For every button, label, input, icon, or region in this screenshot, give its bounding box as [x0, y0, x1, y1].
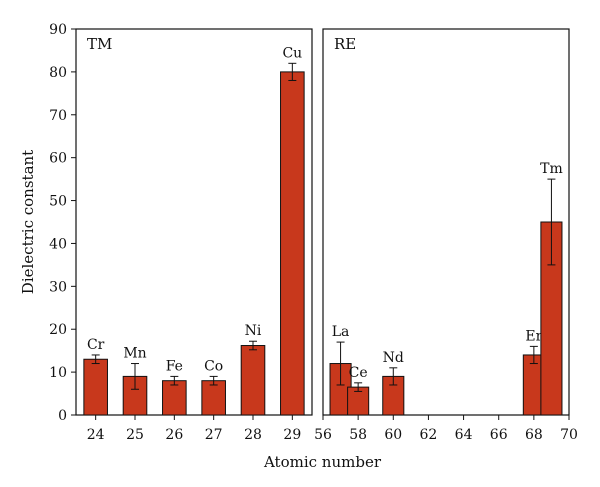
y-tick-label: 30 — [49, 279, 67, 295]
x-tick-label: 56 — [314, 427, 332, 443]
panels: TM 24 25 26 27 28 29 Cr Mn Fe Co Ni Cu RE 56 58 60 62 64 66… — [75, 28, 578, 443]
y-tick-label: 80 — [49, 65, 67, 81]
bar-label-ce: Ce — [349, 365, 368, 381]
panel-tm: TM 24 25 26 27 28 29 Cr Mn Fe Co Ni Cu — [75, 28, 313, 443]
panel-frame — [322, 28, 570, 416]
bar-label-mn: Mn — [123, 346, 146, 362]
x-tick-label: 60 — [384, 427, 402, 443]
x-tick-label: 66 — [490, 427, 508, 443]
panel-label: RE — [334, 35, 356, 53]
x-tick-label: 58 — [349, 427, 367, 443]
bar-co — [201, 380, 226, 416]
bar-label-la: La — [332, 324, 350, 340]
y-tick-label: 0 — [58, 408, 67, 424]
x-tick-label: 24 — [87, 427, 105, 443]
panel-frame — [75, 28, 313, 416]
bar-label-co: Co — [204, 358, 223, 374]
bar-label-cu: Cu — [282, 45, 302, 61]
y-tick-label: 20 — [49, 322, 67, 338]
y-tick-label: 60 — [49, 151, 67, 167]
bar-cr — [83, 358, 108, 416]
y-axis-title: Dielectric constant — [19, 150, 37, 294]
panel-re: RE 56 58 60 62 64 66 68 70 La Ce Nd Er Tm — [314, 28, 578, 443]
bar-label-fe: Fe — [166, 358, 183, 374]
y-tick-label: 70 — [49, 108, 67, 124]
x-tick-label: 26 — [165, 427, 183, 443]
x-tick-label: 27 — [205, 427, 223, 443]
x-tick-label: 28 — [244, 427, 262, 443]
bar-label-nd: Nd — [383, 350, 404, 366]
x-tick-label: 62 — [420, 427, 438, 443]
x-tick-label: 25 — [126, 427, 144, 443]
bar-label-er: Er — [525, 328, 542, 344]
y-tick-label: 40 — [49, 236, 67, 252]
bar-label-cr: Cr — [87, 337, 105, 353]
bar-fe — [162, 380, 187, 416]
x-tick-label: 70 — [560, 427, 578, 443]
y-tick-label: 90 — [49, 22, 67, 38]
y-axis: 0 10 20 30 40 50 60 70 80 90 — [49, 22, 76, 424]
panel-label: TM — [87, 35, 112, 53]
bar-cu — [280, 71, 305, 416]
x-tick-label: 29 — [283, 427, 301, 443]
y-tick-label: 10 — [49, 365, 67, 381]
y-tick-label: 50 — [49, 194, 67, 210]
bar-ni — [240, 345, 266, 416]
x-axis-title: Atomic number — [263, 453, 382, 471]
x-tick-label: 64 — [455, 427, 473, 443]
bar-label-tm: Tm — [540, 161, 563, 177]
bar-label-ni: Ni — [245, 323, 262, 339]
x-tick-label: 68 — [525, 427, 543, 443]
